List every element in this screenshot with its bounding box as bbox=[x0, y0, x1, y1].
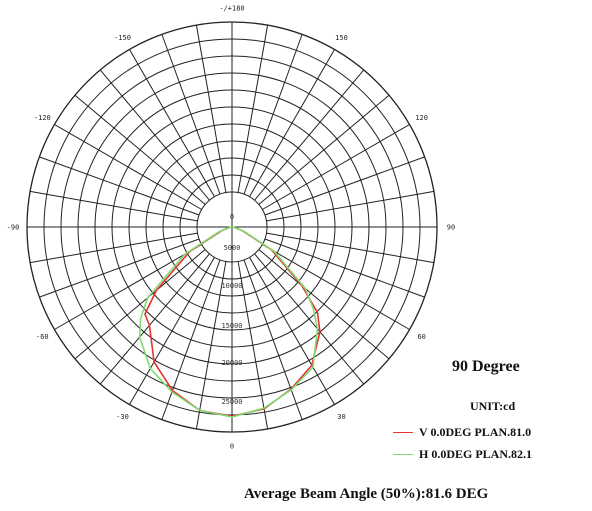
grid-ray bbox=[161, 34, 221, 195]
grid-ray bbox=[30, 232, 198, 264]
grid-ray bbox=[129, 257, 215, 405]
grid-ray bbox=[30, 190, 198, 222]
grid-ray bbox=[195, 25, 227, 193]
grid-ray bbox=[262, 124, 410, 210]
legend-swatch-h bbox=[393, 453, 413, 455]
angle-labels: 0 30 60 90 120 150 -/+180 -150 -120 -90 -60 -30 bbox=[7, 5, 456, 451]
grid-ray bbox=[249, 49, 335, 197]
grid-ray bbox=[243, 34, 303, 195]
angle-label: -30 bbox=[116, 413, 129, 421]
chart-side-title: 90 Degree bbox=[452, 358, 520, 375]
grid-ray bbox=[258, 249, 390, 360]
angle-label: 120 bbox=[415, 114, 428, 122]
intensity-curves bbox=[138, 226, 321, 418]
legend-item-h: H 0.0DEG PLAN.82.1 bbox=[393, 443, 532, 465]
grid-ray bbox=[99, 253, 210, 385]
grid-ray bbox=[39, 238, 200, 298]
polar-chart: 0 30 60 90 120 150 -/+180 -150 -120 -90 -60 -30 0 50… bbox=[7, 5, 456, 451]
angle-label: -90 bbox=[7, 224, 20, 232]
grid-ray bbox=[243, 259, 303, 420]
angle-label: 90 bbox=[447, 224, 455, 232]
grid-ray bbox=[129, 49, 215, 197]
grid-ray bbox=[254, 69, 365, 201]
polar-grid bbox=[26, 21, 438, 433]
grid-ray bbox=[264, 156, 425, 216]
grid-ray bbox=[266, 190, 434, 222]
radial-tick-label: 15000 bbox=[221, 322, 242, 330]
grid-ray bbox=[54, 244, 202, 330]
grid-ray bbox=[161, 259, 221, 420]
radial-tick-label: 20000 bbox=[221, 359, 242, 367]
legend-label-h: H 0.0DEG PLAN.82.1 bbox=[419, 446, 533, 461]
grid-ray bbox=[237, 25, 269, 193]
radial-tick-label: 25000 bbox=[221, 398, 242, 406]
grid-ray bbox=[74, 94, 206, 205]
angle-label: -150 bbox=[114, 34, 131, 42]
grid-ray bbox=[237, 261, 269, 429]
unit-label: UNIT:cd bbox=[470, 399, 516, 413]
grid-ray bbox=[254, 253, 365, 385]
angle-label: 60 bbox=[417, 333, 425, 341]
angle-label: 150 bbox=[335, 34, 348, 42]
grid-ray bbox=[258, 94, 390, 205]
radial-tick-labels: 0 5000 10000 15000 20000 25000 bbox=[221, 213, 242, 406]
grid-ray bbox=[39, 156, 200, 216]
grid-ray bbox=[74, 249, 206, 360]
grid-ray bbox=[54, 124, 202, 210]
grid-ray bbox=[262, 244, 410, 330]
angle-label: 0 bbox=[230, 443, 234, 451]
grid-ray bbox=[264, 238, 425, 298]
grid-ray bbox=[266, 232, 434, 264]
radial-tick-label: 10000 bbox=[221, 282, 242, 290]
angle-label: -/+180 bbox=[219, 5, 244, 13]
legend-item-v: V 0.0DEG PLAN.81.0 bbox=[393, 421, 532, 443]
series-h-curve bbox=[138, 226, 319, 418]
grid-ray bbox=[249, 257, 335, 405]
average-beam-angle: Average Beam Angle (50%):81.6 DEG bbox=[244, 486, 489, 502]
legend: V 0.0DEG PLAN.81.0 H 0.0DEG PLAN.82.1 bbox=[393, 421, 532, 465]
legend-label-v: V 0.0DEG PLAN.81.0 bbox=[419, 424, 532, 439]
radial-tick-label: 0 bbox=[230, 213, 234, 221]
grid-ray bbox=[99, 69, 210, 201]
angle-label: -60 bbox=[36, 333, 49, 341]
radial-tick-label: 5000 bbox=[224, 244, 241, 252]
legend-swatch-v bbox=[393, 431, 413, 433]
angle-label: -120 bbox=[34, 114, 51, 122]
grid-ray bbox=[195, 261, 227, 429]
angle-label: 30 bbox=[337, 413, 345, 421]
